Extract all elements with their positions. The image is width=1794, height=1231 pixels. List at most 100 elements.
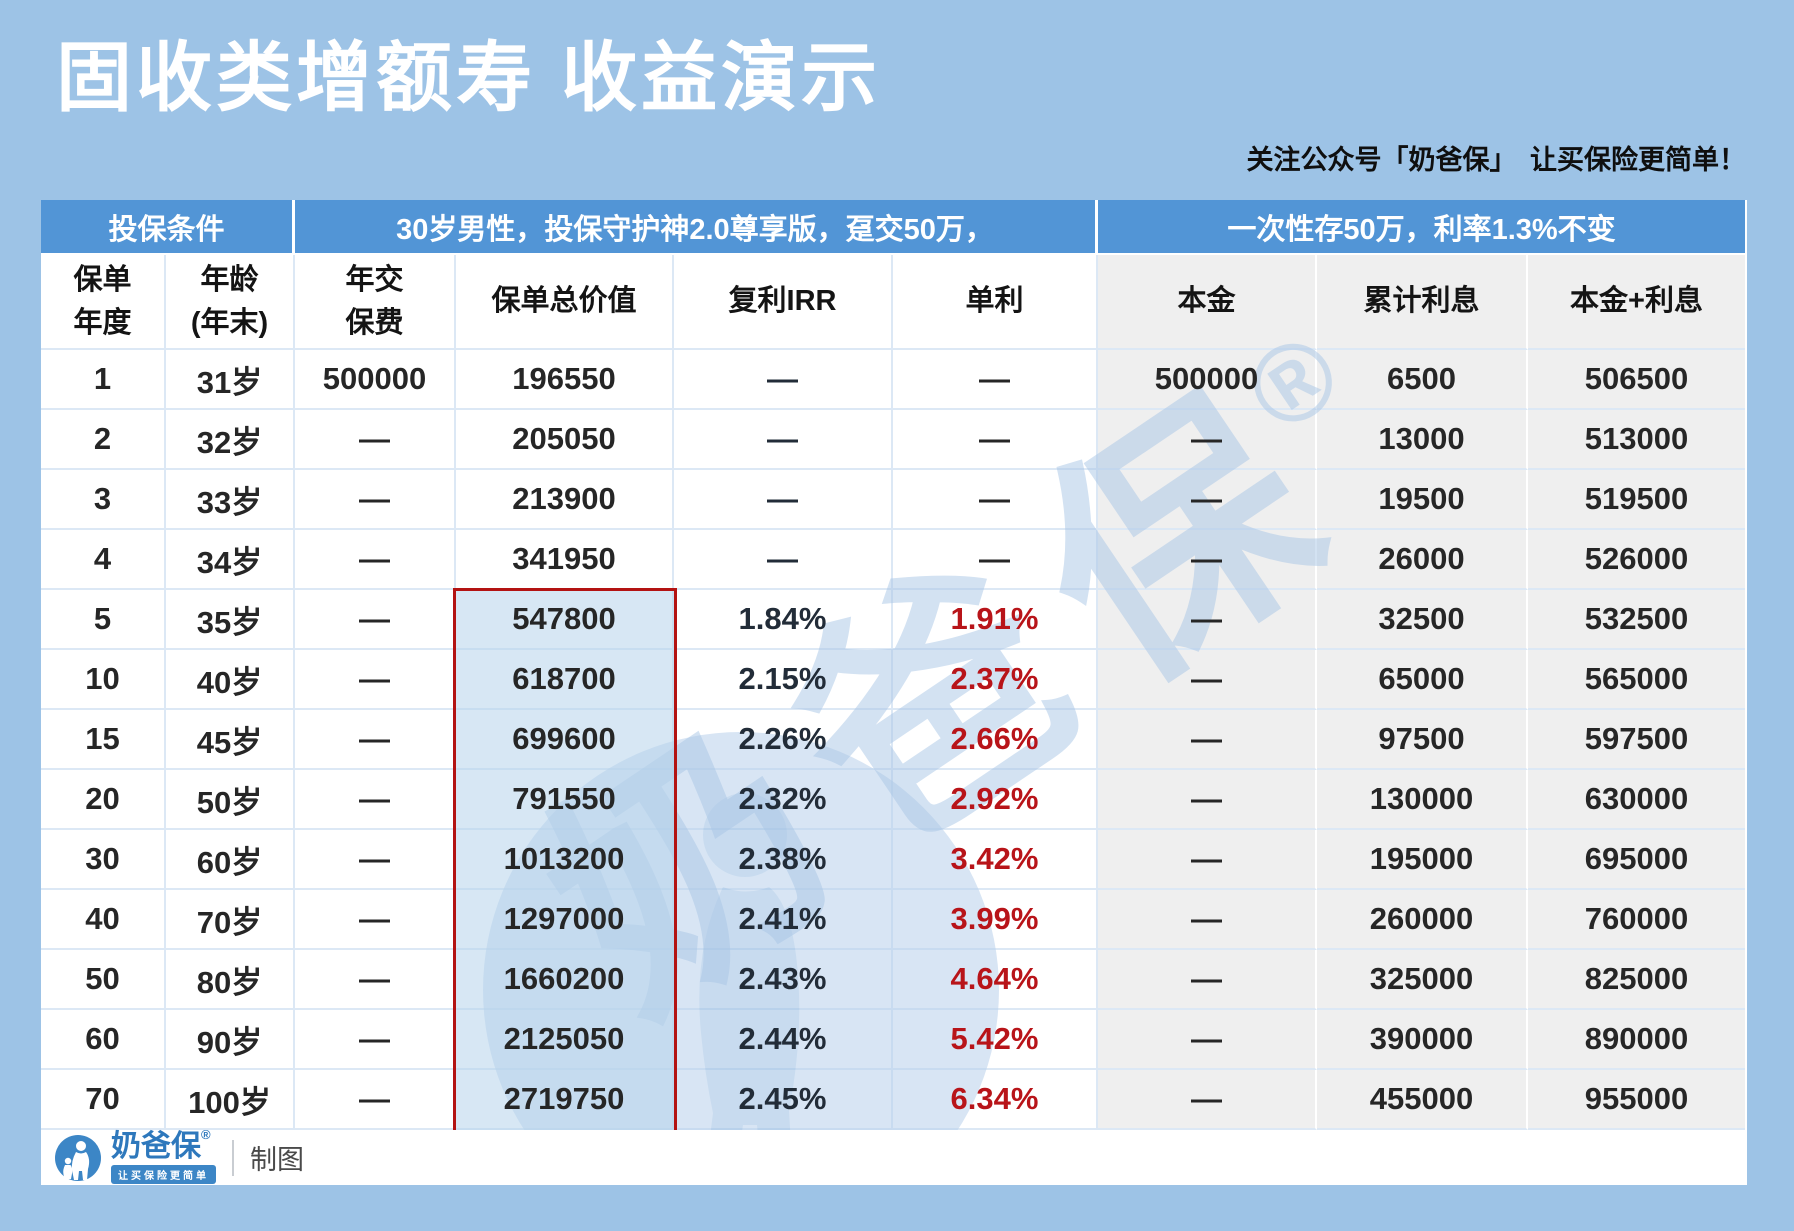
table-cell: 65000: [1317, 650, 1528, 710]
table-cell: —: [1098, 590, 1317, 650]
footer-bar: 奶爸保® 让买保险更简单 制图: [41, 1126, 1747, 1185]
table-cell: 2.45%: [674, 1070, 893, 1130]
table-cell: 890000: [1528, 1010, 1745, 1070]
table-cell: 30: [41, 830, 166, 890]
table-cell: 955000: [1528, 1070, 1745, 1130]
column-header-policy-year: 保单 年度: [41, 255, 166, 350]
table-cell: 40: [41, 890, 166, 950]
table-cell: —: [295, 650, 456, 710]
table-cell: 513000: [1528, 410, 1745, 470]
table-cell: 97500: [1317, 710, 1528, 770]
table-cell: 2.41%: [674, 890, 893, 950]
group-header-policy: 30岁男性，投保守护神2.0尊享版，趸交50万，: [295, 200, 1098, 255]
table-cell: 630000: [1528, 770, 1745, 830]
table-cell: 2.38%: [674, 830, 893, 890]
table-cell: —: [1098, 1010, 1317, 1070]
column-header-accumulated-interest: 累计利息: [1317, 255, 1528, 350]
table-cell: 70: [41, 1070, 166, 1130]
table-cell: —: [1098, 830, 1317, 890]
table-cell: 2.15%: [674, 650, 893, 710]
table-cell: —: [674, 530, 893, 590]
table-cell: 19500: [1317, 470, 1528, 530]
table-cell: 70岁: [166, 890, 295, 950]
table-cell: 35岁: [166, 590, 295, 650]
table-cell: —: [295, 1010, 456, 1070]
group-header-deposit: 一次性存50万，利率1.3%不变: [1098, 200, 1745, 255]
table-cell: 33岁: [166, 470, 295, 530]
table-cell: 1: [41, 350, 166, 410]
table-cell: 532500: [1528, 590, 1745, 650]
table-cell: 2.37%: [893, 650, 1098, 710]
table-cell: 130000: [1317, 770, 1528, 830]
table-cell: 506500: [1528, 350, 1745, 410]
table-cell: 325000: [1317, 950, 1528, 1010]
table-cell: 195000: [1317, 830, 1528, 890]
table-cell: 2.92%: [893, 770, 1098, 830]
table-cell: 2: [41, 410, 166, 470]
table-cell: 2.26%: [674, 710, 893, 770]
dad-child-logo-icon: [55, 1134, 101, 1181]
table-cell: 13000: [1317, 410, 1528, 470]
table-cell: 31岁: [166, 350, 295, 410]
table-cell: —: [295, 590, 456, 650]
table-cell: 2.44%: [674, 1010, 893, 1070]
table-cell: 1.84%: [674, 590, 893, 650]
table-cell: 341950: [456, 530, 674, 590]
table-cell: 15: [41, 710, 166, 770]
table-cell: 597500: [1528, 710, 1745, 770]
table-cell: 1.91%: [893, 590, 1098, 650]
table-cell: 519500: [1528, 470, 1745, 530]
table-cell: —: [295, 1070, 456, 1130]
table-cell: 60岁: [166, 830, 295, 890]
table-cell: 4: [41, 530, 166, 590]
group-header-conditions: 投保条件: [41, 200, 295, 255]
table-cell: —: [1098, 530, 1317, 590]
brand-name: 奶爸保®: [111, 1126, 211, 1163]
table-cell: 825000: [1528, 950, 1745, 1010]
promo-note: 关注公众号「奶爸保」 让买保险更简单！: [1246, 145, 1747, 175]
table-cell: 32500: [1317, 590, 1528, 650]
table-cell: 10: [41, 650, 166, 710]
table-cell: —: [1098, 950, 1317, 1010]
table-cell: 40岁: [166, 650, 295, 710]
table-cell: 390000: [1317, 1010, 1528, 1070]
table-cell: —: [674, 350, 893, 410]
column-header-irr: 复利IRR: [674, 255, 893, 350]
table-cell: 3: [41, 470, 166, 530]
table-cell: 100岁: [166, 1070, 295, 1130]
table-cell: 565000: [1528, 650, 1745, 710]
table-cell: —: [893, 470, 1098, 530]
table-cell: 6.34%: [893, 1070, 1098, 1130]
table-cell: 5.42%: [893, 1010, 1098, 1070]
brand-block: 奶爸保® 让买保险更简单: [111, 1126, 216, 1184]
column-header-age: 年龄 (年末): [166, 255, 295, 350]
table-cell: 526000: [1528, 530, 1745, 590]
table-cell: 196550: [456, 350, 674, 410]
table-cell: —: [295, 830, 456, 890]
table-cell: 50: [41, 950, 166, 1010]
table-cell: 34岁: [166, 530, 295, 590]
table-cell: —: [295, 770, 456, 830]
table-cell: —: [295, 710, 456, 770]
table-cell: —: [1098, 1070, 1317, 1130]
brand-slogan-badge: 让买保险更简单: [111, 1164, 216, 1184]
table-cell: 695000: [1528, 830, 1745, 890]
table-cell: 2.66%: [893, 710, 1098, 770]
table-cell: —: [1098, 890, 1317, 950]
column-header-principal-plus-interest: 本金+利息: [1528, 255, 1745, 350]
table-cell: 80岁: [166, 950, 295, 1010]
table-cell: —: [1098, 770, 1317, 830]
table-cell: —: [893, 530, 1098, 590]
table-cell: 6500: [1317, 350, 1528, 410]
table-card: 投保条件 30岁男性，投保守护神2.0尊享版，趸交50万， 一次性存50万，利率…: [41, 200, 1747, 1185]
table-cell: 205050: [456, 410, 674, 470]
table-cell: —: [295, 530, 456, 590]
table-cell: —: [1098, 410, 1317, 470]
table-cell: 760000: [1528, 890, 1745, 950]
table-cell: 90岁: [166, 1010, 295, 1070]
table-cell: 455000: [1317, 1070, 1528, 1130]
table-cell: 3.42%: [893, 830, 1098, 890]
table-cell: 500000: [1098, 350, 1317, 410]
table-cell: —: [674, 470, 893, 530]
table-cell: 26000: [1317, 530, 1528, 590]
